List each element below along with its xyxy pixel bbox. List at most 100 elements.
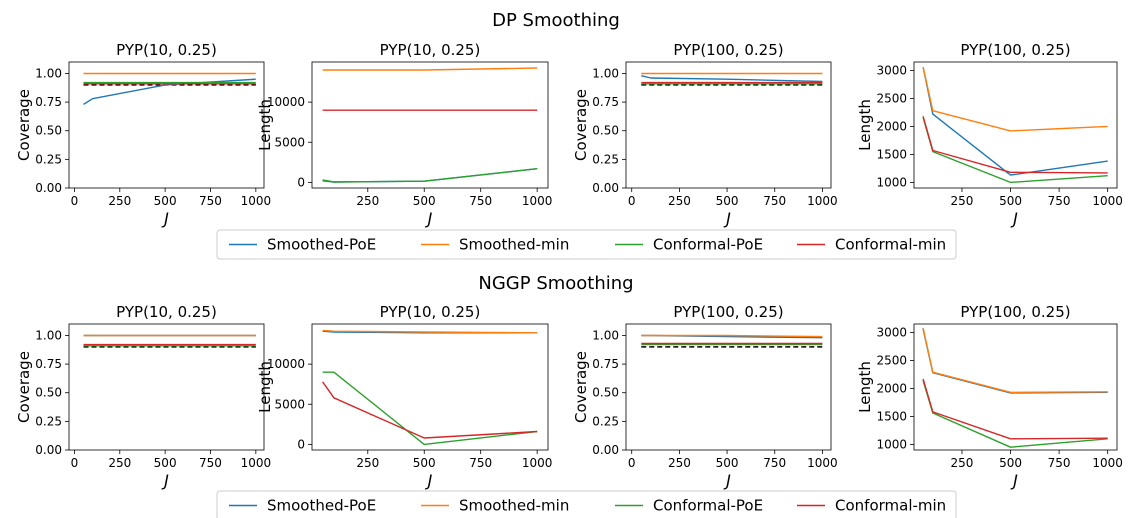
legend-label-conformal-poe: Conformal-PoE	[653, 497, 763, 515]
y-tick-label: 1.00	[35, 328, 62, 342]
y-tick-label: 0.00	[35, 443, 62, 457]
y-tick-label: 5000	[274, 135, 305, 149]
series-line-smoothed-min	[922, 66, 1108, 132]
series-line-conformal-poe	[922, 380, 1108, 448]
y-tick-label: 2000	[876, 381, 907, 395]
plot-frame	[625, 61, 832, 189]
x-tick-label: 1000	[241, 456, 272, 470]
subplots: PYP(10, 0.25) 0 250 500 750 1000 0.00 0.25 0.50 0…	[15, 41, 1123, 490]
subplot-1: PYP(10, 0.25) 0 250 500 750 1000 0.00 0.25 0.50 0…	[15, 41, 271, 228]
y-tick-label: 0	[297, 175, 305, 189]
y-axis-label: Coverage	[572, 351, 590, 423]
series-line-smoothed-min	[322, 329, 538, 334]
x-tick-label: 500	[716, 194, 739, 208]
x-tick-label: 750	[1048, 194, 1071, 208]
x-tick-label: 750	[1048, 456, 1071, 470]
x-tick-label: 250	[951, 194, 974, 208]
y-tick-label: 5000	[274, 397, 305, 411]
x-axis-label: J	[161, 471, 169, 490]
y-tick-label: 2000	[876, 119, 907, 133]
x-tick-label: 1000	[522, 194, 553, 208]
row-title-dp: DP Smoothing	[492, 10, 620, 31]
y-axis-label: Coverage	[572, 89, 590, 161]
legend-box	[216, 229, 957, 260]
series-line-conformal-min	[922, 378, 1108, 440]
x-tick-label: 250	[668, 456, 691, 470]
subplot-8: PYP(100, 0.25) 250 500 750 1000 1000 1500 2000 2…	[856, 303, 1123, 490]
y-tick-label: 0.75	[35, 95, 62, 109]
plot-frame	[68, 61, 265, 189]
row-title-nggp: NGGP Smoothing	[478, 273, 633, 294]
x-tick-label: 250	[356, 456, 379, 470]
series-line-smoothed-min	[322, 67, 538, 71]
plot-frame	[68, 323, 265, 451]
x-axis-label: J	[425, 471, 433, 490]
x-tick-label: 750	[469, 456, 492, 470]
series-line-smoothed-poe	[641, 75, 823, 83]
x-tick-label: 750	[469, 194, 492, 208]
x-tick-label: 500	[154, 456, 177, 470]
x-tick-label: 500	[413, 456, 436, 470]
x-tick-label: 250	[356, 194, 379, 208]
legend-label-smoothed-poe: Smoothed-PoE	[267, 236, 376, 254]
plot-frame	[913, 61, 1118, 189]
x-tick-label: 1000	[1092, 456, 1123, 470]
legend-label-conformal-poe: Conformal-PoE	[653, 236, 763, 254]
x-tick-label: 750	[763, 456, 786, 470]
y-tick-label: 1000	[876, 437, 907, 451]
y-axis-label: Length	[856, 361, 874, 413]
x-tick-label: 250	[108, 456, 131, 470]
subplot-title: PYP(10, 0.25)	[116, 41, 217, 59]
legend-label-smoothed-min: Smoothed-min	[459, 497, 569, 515]
y-tick-label: 1000	[876, 175, 907, 189]
subplot-2: PYP(10, 0.25)250 500 750 10000500010000JLen…	[256, 41, 552, 228]
x-tick-label: 750	[763, 194, 786, 208]
y-axis-label: Length	[256, 361, 274, 413]
x-tick-label: 500	[999, 456, 1022, 470]
plot-frame	[311, 61, 549, 189]
x-axis-label: J	[723, 471, 731, 490]
y-tick-label: 0.25	[592, 152, 619, 166]
x-axis-label: J	[723, 209, 731, 228]
y-tick-label: 0.75	[35, 357, 62, 371]
x-tick-label: 750	[199, 456, 222, 470]
y-tick-label: 3000	[876, 325, 907, 339]
series-line-conformal-poe	[322, 371, 538, 446]
y-tick-label: 0.50	[592, 124, 619, 138]
y-tick-label: 0.75	[592, 357, 619, 371]
legends: Smoothed-PoE Smoothed-min Conformal-PoE Con…	[216, 229, 957, 518]
y-tick-label: 2500	[876, 353, 907, 367]
x-tick-label: 1000	[807, 456, 838, 470]
x-axis-label: J	[425, 209, 433, 228]
y-tick-label: 0.25	[35, 414, 62, 428]
x-tick-label: 0	[71, 456, 79, 470]
x-axis-label: J	[161, 209, 169, 228]
subplot-title: PYP(100, 0.25)	[960, 41, 1070, 59]
y-axis-label: Coverage	[15, 89, 33, 161]
x-tick-label: 0	[71, 194, 79, 208]
x-tick-label: 250	[108, 194, 131, 208]
x-tick-label: 0	[628, 194, 636, 208]
y-tick-label: 0.00	[592, 181, 619, 195]
y-tick-label: 1500	[876, 409, 907, 423]
y-axis-label: Length	[256, 99, 274, 151]
subplot-title: PYP(100, 0.25)	[673, 303, 783, 321]
legend-label-smoothed-min: Smoothed-min	[459, 236, 569, 254]
x-tick-label: 1000	[807, 194, 838, 208]
x-tick-label: 500	[999, 194, 1022, 208]
x-tick-label: 750	[199, 194, 222, 208]
legend-label-smoothed-poe: Smoothed-PoE	[267, 497, 376, 515]
plot-frame	[311, 323, 549, 451]
subplot-title: PYP(100, 0.25)	[960, 303, 1070, 321]
series-line-smoothed-min	[641, 334, 823, 338]
y-tick-label: 0.25	[35, 152, 62, 166]
subplot-7: PYP(100, 0.25) 0 250 500 750 1000 0.00 0.25 0.50…	[572, 303, 838, 490]
series-line-conformal-min	[322, 381, 538, 439]
y-tick-label: 0.00	[35, 181, 62, 195]
x-tick-label: 250	[951, 456, 974, 470]
series-line-smoothed-poe	[922, 328, 1108, 394]
y-tick-label: 0.50	[35, 386, 62, 400]
plot-frame	[913, 323, 1118, 451]
y-tick-label: 1.00	[592, 66, 619, 80]
y-tick-label: 1.00	[35, 66, 62, 80]
